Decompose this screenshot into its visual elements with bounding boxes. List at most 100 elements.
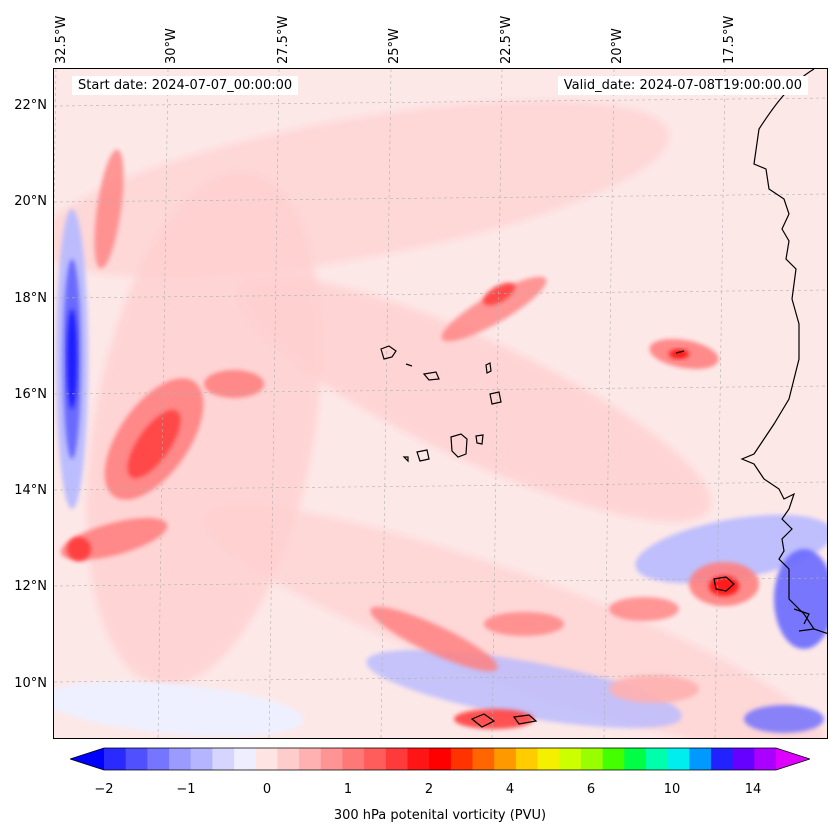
pv-max-ne-core [669,349,689,359]
colorbar-swatch [255,748,279,770]
low-pv-strip-core [67,309,77,409]
colorbar-outline [70,747,810,771]
lon-label-27-5w: 27.5°W [276,15,291,64]
colorbar-swatch [147,748,170,770]
colorbar-swatch [407,748,430,770]
lon-label-30w: 30°W [164,28,179,64]
colorbar-title: 300 hPa potenital vorticity (PVU) [333,808,547,823]
colorbar-swatch [385,748,409,770]
lat-label-18n: 18°N [14,291,47,306]
colorbar-swatch [689,748,712,770]
pv-max-east-core [709,576,739,596]
colorbar-swatch [234,748,257,770]
colorbar-swatch [559,748,582,770]
colorbar-swatch [754,748,777,770]
meridian-line [157,69,169,738]
pv-filament-nw [94,149,124,269]
low-pv-east-core [774,549,827,649]
meridian-line [268,69,280,738]
island-sao-vicente [405,363,413,367]
coast-bijagos [793,608,810,625]
pv-filament-central-core [482,282,516,306]
colorbar-tick-m2: −2 [94,782,114,797]
coast-south-2 [512,714,538,725]
colorbar-tick-2: 2 [424,782,434,797]
colorbar-swatches [70,747,810,771]
lon-label-20w: 20°W [610,28,625,64]
lat-label-20n: 20°N [14,194,47,209]
colorbar-swatch [169,748,192,770]
pv-max-west-north [204,370,264,398]
colorbar-swatch [602,748,625,770]
colorbar-swatch [104,748,127,770]
colorbar-swatch [667,748,690,770]
island-fogo [416,449,430,462]
colorbar-swatch [342,748,365,770]
colorbar-swatch [190,748,213,770]
pv-field-layer [54,100,827,738]
low-pv-southeast [744,705,824,733]
colorbar-swatch [624,748,647,770]
lat-label-16n: 16°N [14,387,47,402]
colorbar-swatch [450,748,474,770]
lon-label-17-5w: 17.5°W [722,15,737,64]
coast-south-1 [470,713,496,728]
colorbar-tick-4: 4 [505,782,515,797]
coastlines [380,69,827,728]
parallel-line [54,97,827,107]
colorbar-swatch [494,748,517,770]
meridian-line [380,69,392,738]
pv-max-bottom [454,709,534,729]
island-maio [475,434,484,445]
colorbar-tick-m1: −1 [176,782,196,797]
colorbar-swatch [277,748,300,770]
colorbar-tick-0: 0 [262,782,272,797]
colorbar-min-arrow [70,748,104,770]
colorbar-tick-14: 14 [744,782,762,797]
start-date-label: Start date: 2024-07-07_00:00:00 [72,76,299,95]
island-sao-nicolau [422,371,440,381]
pv-filament-south [370,606,498,672]
low-pv-southwest [54,681,304,737]
colorbar-swatch [710,748,734,770]
colorbar-swatch [125,748,148,770]
lat-label-10n: 10°N [14,676,47,691]
colorbar-swatch [580,748,604,770]
lat-label-12n: 12°N [14,579,47,594]
valid-date-label: Valid_date: 2024-07-08T19:00:00.00 [557,76,808,95]
meridian-line [603,69,615,738]
meridian-line [491,69,503,738]
island-sal [485,362,492,374]
colorbar-swatch [364,748,387,770]
pv-max-sw-core [67,537,91,561]
colorbar-swatch [472,748,495,770]
lon-label-22-5w: 22.5°W [499,15,514,64]
island-santo-antao [380,345,397,360]
coast-island [798,628,815,632]
lon-label-32-5w: 32.5°W [54,15,69,64]
low-pv-south [366,649,682,729]
island-santiago [450,433,468,458]
african-coastline [740,69,827,634]
colorbar-swatch [537,748,560,770]
colorbar-swatch [515,748,539,770]
island-brava [402,456,409,463]
island-boa-vista [489,391,502,405]
lon-label-25w: 25°W [387,28,402,64]
pv-patch-se [609,675,699,703]
colorbar-tick-1: 1 [343,782,353,797]
colorbar [70,746,810,772]
colorbar-swatch [732,748,755,770]
lat-label-14n: 14°N [14,483,47,498]
lat-label-22n: 22°N [14,98,47,113]
colorbar-max-arrow [776,748,810,770]
pv-contour-east [713,576,735,592]
meridian-line [54,69,57,224]
colorbar-swatch [645,748,669,770]
pv-band-central [236,276,712,522]
colorbar-swatch [320,748,344,770]
colorbar-swatch [299,748,322,770]
pv-max-west-core [127,409,181,479]
pv-patch-east [609,597,679,621]
gridlines [54,69,827,738]
